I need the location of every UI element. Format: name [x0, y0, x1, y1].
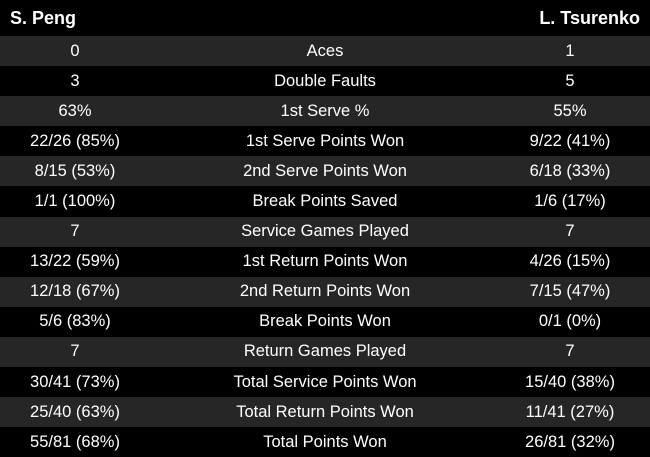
table-row: 8/15 (53%) 2nd Serve Points Won 6/18 (33… [0, 156, 650, 187]
player2-stat: 4/26 (15%) [529, 252, 611, 271]
table-row: 13/22 (59%) 1st Return Points Won 4/26 (… [0, 246, 650, 277]
player1-stat: 1/1 (100%) [34, 192, 116, 211]
stat-label: 1st Serve % [280, 101, 370, 120]
player2-stat: 9/22 (41%) [529, 131, 611, 150]
player2-stat: 11/41 (27%) [525, 402, 615, 421]
table-row: 25/40 (63%) Total Return Points Won 11/4… [0, 397, 650, 428]
player2-stat: 26/81 (32%) [525, 432, 615, 451]
stat-label: Double Faults [274, 71, 376, 90]
stat-label: Break Points Won [259, 312, 391, 331]
player2-stat: 55% [553, 101, 587, 120]
table-row: 30/41 (73%) Total Service Points Won 15/… [0, 367, 650, 398]
table-row: 12/18 (67%) 2nd Return Points Won 7/15 (… [0, 276, 650, 307]
player2-stat: 7/15 (47%) [529, 282, 611, 301]
table-row: 3 Double Faults 5 [0, 66, 650, 97]
player1-stat: 22/26 (85%) [30, 131, 120, 150]
player1-stat: 25/40 (63%) [30, 402, 120, 421]
player1-stat: 0 [70, 41, 80, 60]
player1-stat: 55/81 (68%) [30, 432, 120, 451]
player2-name: L. Tsurenko [539, 7, 640, 28]
table-row: 55/81 (68%) Total Points Won 26/81 (32%) [0, 427, 650, 457]
player1-stat: 13/22 (59%) [30, 252, 120, 271]
player1-stat: 8/15 (53%) [34, 161, 116, 180]
player1-stat: 5/6 (83%) [39, 312, 111, 331]
stat-label: 2nd Return Points Won [239, 282, 411, 301]
player1-stat: 30/41 (73%) [30, 372, 120, 391]
stat-label: Aces [306, 41, 344, 60]
player2-stat: 1 [565, 41, 575, 60]
stat-label: Break Points Saved [252, 192, 398, 211]
player1-stat: 7 [70, 342, 80, 361]
stat-label: Service Games Played [241, 222, 409, 241]
stat-label: Total Points Won [263, 432, 387, 451]
table-row: 0 Aces 1 [0, 36, 650, 67]
table-row: 1/1 (100%) Break Points Saved 1/6 (17%) [0, 186, 650, 217]
table-row: 7 Return Games Played 7 [0, 336, 650, 368]
table-row: 5/6 (83%) Break Points Won 0/1 (0%) [0, 306, 650, 337]
stat-label: 1st Serve Points Won [245, 131, 405, 150]
player2-stat: 1/6 (17%) [534, 192, 606, 211]
table-row: 7 Service Games Played 7 [0, 216, 650, 247]
stats-table: 0 Aces 1 3 Double Faults 5 63% 1st Serve… [0, 36, 650, 457]
table-row: 22/26 (85%) 1st Serve Points Won 9/22 (4… [0, 126, 650, 157]
player1-stat: 7 [70, 222, 80, 241]
player1-stat: 63% [58, 101, 92, 120]
player2-stat: 6/18 (33%) [529, 161, 611, 180]
stat-label: Total Service Points Won [233, 372, 417, 391]
player1-stat: 3 [70, 71, 80, 90]
stats-header: S. Peng L. Tsurenko [0, 0, 650, 36]
player1-stat: 12/18 (67%) [30, 282, 120, 301]
stat-label: 2nd Serve Points Won [243, 161, 407, 180]
player2-stat: 7 [565, 222, 575, 241]
player1-name: S. Peng [10, 7, 77, 28]
stat-label: Return Games Played [243, 342, 407, 361]
player2-stat: 15/40 (38%) [525, 372, 615, 391]
player2-stat: 5 [565, 71, 575, 90]
stat-label: 1st Return Points Won [242, 252, 408, 271]
player2-stat: 0/1 (0%) [538, 312, 602, 331]
stat-label: Total Return Points Won [236, 402, 414, 421]
table-row: 63% 1st Serve % 55% [0, 96, 650, 127]
player2-stat: 7 [565, 342, 575, 361]
